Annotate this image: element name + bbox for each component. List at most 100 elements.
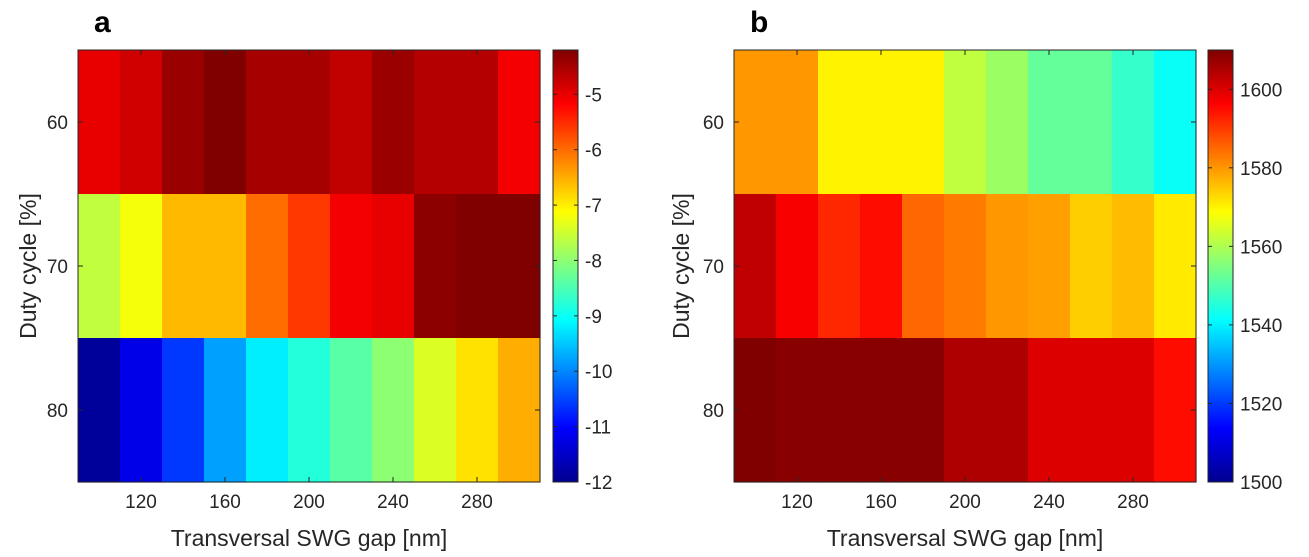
colorbar-a-tick-label: -7 xyxy=(585,196,602,217)
heatmap-b-cell-r1-c4 xyxy=(902,194,945,339)
heatmap-b-y-tick-label: 60 xyxy=(703,113,724,134)
heatmap-b-cell-r1-c5 xyxy=(944,194,987,339)
heatmap-b-x-tick-label: 240 xyxy=(1033,492,1065,513)
heatmap-b-x-ticks: 120 160 200 240 280 xyxy=(781,50,1149,513)
heatmap-a-cell-r2-c2 xyxy=(162,338,205,483)
heatmap-b-cell-r0-c10 xyxy=(1154,50,1197,195)
heatmap-a-cell-r2-c0 xyxy=(78,338,121,483)
heatmap-a-cell-r1-c5 xyxy=(288,194,331,339)
heatmap-b-cell-r1-c1 xyxy=(776,194,819,339)
heatmap-b-cell-r2-c4 xyxy=(902,338,945,483)
heatmap-b-cell-r1-c6 xyxy=(986,194,1029,339)
colorbar-a-tick-label: -9 xyxy=(585,307,602,328)
colorbar-b-tick-label: 1520 xyxy=(1240,394,1282,415)
heatmap-a-cell-r2-c9 xyxy=(456,338,499,483)
heatmap-b-cell-r2-c7 xyxy=(1028,338,1071,483)
colorbar-b-tick-label: 1560 xyxy=(1240,237,1282,258)
heatmap-a-cell-r1-c2 xyxy=(162,194,205,339)
colorbar-a-tick-label: -6 xyxy=(585,141,602,162)
heatmap-b-cell-r2-c10 xyxy=(1154,338,1197,483)
heatmap-a-cell-r0-c3 xyxy=(204,50,247,195)
panel-b: b 120 160 200 240 280 60 70 80 Transversal SWG… xyxy=(668,6,1282,551)
heatmap-a-cell-r1-c3 xyxy=(204,194,247,339)
heatmap-b-cell-r0-c4 xyxy=(902,50,945,195)
heatmap-b-cell-r1-c8 xyxy=(1070,194,1113,339)
colorbar-a-tick-label: -5 xyxy=(585,85,602,106)
heatmap-a-cell-r0-c7 xyxy=(372,50,415,195)
heatmap-b-cell-r2-c8 xyxy=(1070,338,1113,483)
heatmap-a-x-tick-label: 280 xyxy=(461,492,493,513)
heatmap-a-cell-r1-c8 xyxy=(414,194,457,339)
heatmap-a-y-tick-label: 70 xyxy=(47,257,68,278)
heatmap-b-cell-r0-c0 xyxy=(734,50,777,195)
heatmap-b-cell-r0-c2 xyxy=(818,50,861,195)
colorbar-a xyxy=(552,49,579,483)
heatmap-b-cells xyxy=(734,50,1197,483)
heatmap-a-cell-r0-c6 xyxy=(330,50,373,195)
heatmap-b-cell-r0-c7 xyxy=(1028,50,1071,195)
heatmap-a-cell-r2-c5 xyxy=(288,338,331,483)
heatmap-b-cell-r2-c9 xyxy=(1112,338,1155,483)
colorbar-b-tick-label: 1600 xyxy=(1240,80,1282,101)
heatmap-b-x-tick-label: 280 xyxy=(1117,492,1149,513)
heatmap-b-cell-r2-c6 xyxy=(986,338,1029,483)
heatmap-a-cell-r1-c1 xyxy=(120,194,163,339)
heatmap-a-cell-r0-c8 xyxy=(414,50,457,195)
heatmap-b-x-tick-label: 120 xyxy=(781,492,813,513)
heatmap-b-y-label: Duty cycle [%] xyxy=(668,193,694,339)
heatmap-a-cell-r2-c8 xyxy=(414,338,457,483)
heatmap-a-cell-r1-c4 xyxy=(246,194,289,339)
heatmap-a-x-ticks: 120 160 200 240 280 xyxy=(125,50,493,513)
colorbar-b-tick-label: 1580 xyxy=(1240,159,1282,180)
heatmap-a-cell-r2-c1 xyxy=(120,338,163,483)
heatmap-a-y-label: Duty cycle [%] xyxy=(15,193,41,339)
heatmap-b-cell-r2-c3 xyxy=(860,338,903,483)
heatmap-b-y-tick-label: 80 xyxy=(703,401,724,422)
heatmap-b-cell-r2-c0 xyxy=(734,338,777,483)
heatmap-a-x-tick-label: 200 xyxy=(293,492,325,513)
heatmap-a-y-tick-label: 80 xyxy=(47,401,68,422)
heatmap-a-cell-r2-c4 xyxy=(246,338,289,483)
heatmap-b-cell-r1-c0 xyxy=(734,194,777,339)
colorbar-a-tick-label: -10 xyxy=(585,362,612,383)
heatmap-a-x-label: Transversal SWG gap [nm] xyxy=(171,525,448,551)
colorbar-a-tick-label: -8 xyxy=(585,251,602,272)
heatmap-b-cell-r1-c3 xyxy=(860,194,903,339)
heatmap-b-cell-r2-c5 xyxy=(944,338,987,483)
heatmap-b-cell-r0-c9 xyxy=(1112,50,1155,195)
heatmap-b-x-label: Transversal SWG gap [nm] xyxy=(827,525,1104,551)
heatmap-a-cell-r2-c10 xyxy=(498,338,541,483)
panel-b-letter: b xyxy=(750,6,768,39)
heatmap-a-cell-r2-c3 xyxy=(204,338,247,483)
colorbar-a-ticks: -12 -11 -10 -9 -8 -7 -6 -5 xyxy=(553,85,612,494)
heatmap-b-cell-r0-c3 xyxy=(860,50,903,195)
heatmap-b-cell-r1-c10 xyxy=(1154,194,1197,339)
heatmap-a-cell-r2-c7 xyxy=(372,338,415,483)
heatmap-b-y-ticks: 60 70 80 xyxy=(703,113,1196,422)
heatmap-b-cell-r1-c2 xyxy=(818,194,861,339)
heatmap-a-cell-r0-c5 xyxy=(288,50,331,195)
heatmap-a-cell-r1-c9 xyxy=(456,194,499,339)
colorbar-b-tick-label: 1540 xyxy=(1240,316,1282,337)
heatmap-a-cell-r2-c6 xyxy=(330,338,373,483)
panel-a: a 120 160 200 240 280 60 70 80 Transversal SWG… xyxy=(15,6,612,551)
heatmap-a-cell-r0-c2 xyxy=(162,50,205,195)
heatmap-a-x-tick-label: 120 xyxy=(125,492,157,513)
heatmap-b-cell-r0-c5 xyxy=(944,50,987,195)
heatmap-a-cell-r1-c10 xyxy=(498,194,541,339)
heatmap-b-cell-r0-c8 xyxy=(1070,50,1113,195)
colorbar-a-tick-label: -12 xyxy=(585,473,612,494)
heatmap-a-cell-r1-c6 xyxy=(330,194,373,339)
heatmap-a-cells xyxy=(78,50,541,483)
heatmap-b-cell-r1-c9 xyxy=(1112,194,1155,339)
heatmap-b-cell-r0-c6 xyxy=(986,50,1029,195)
heatmap-a-x-tick-label: 160 xyxy=(209,492,241,513)
heatmap-a-cell-r0-c4 xyxy=(246,50,289,195)
colorbar-a-tick-label: -11 xyxy=(585,418,611,439)
heatmap-b-cell-r0-c1 xyxy=(776,50,819,195)
heatmap-a-cell-r0-c1 xyxy=(120,50,163,195)
heatmap-b-cell-r1-c7 xyxy=(1028,194,1071,339)
heatmap-b-cell-r2-c2 xyxy=(818,338,861,483)
panel-a-letter: a xyxy=(94,6,111,39)
colorbar-b-tick-label: 1500 xyxy=(1240,473,1282,494)
